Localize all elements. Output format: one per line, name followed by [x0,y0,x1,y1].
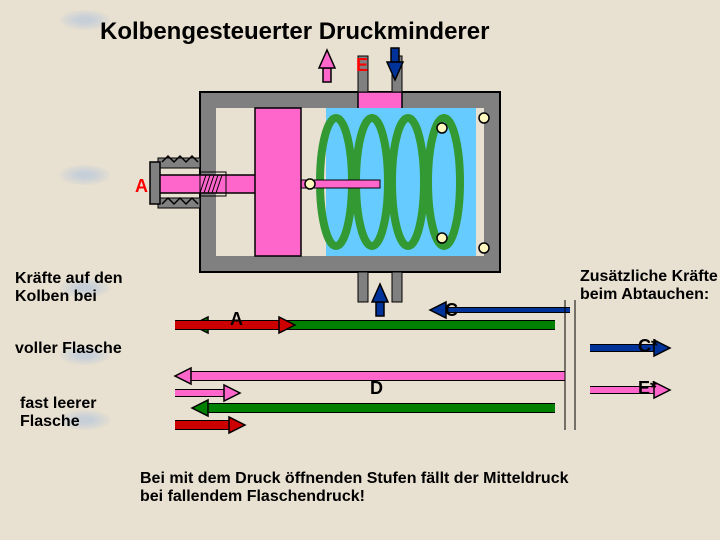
label-e: E [356,55,368,76]
text-kraefte: Kräfte auf den Kolben bei [15,270,175,306]
label-c: C [445,300,458,321]
label-a-arrow: A [230,309,243,330]
page-title: Kolbengesteuerter Druckminderer [100,18,489,46]
pressure-reducer-diagram [0,50,720,360]
text-leer: fast leerer Flasche [20,395,120,431]
text-voller: voller Flasche [15,340,122,358]
label-a-left: A [135,176,148,197]
text-zusaetzlich: Zusätzliche Kräfte beim Abtauchen: [580,268,720,304]
label-c-star: C* [638,336,658,357]
label-e-star: E* [638,378,657,399]
text-footer: Bei mit dem Druck öffnenden Stufen fällt… [140,470,580,506]
label-d: D [370,378,383,399]
